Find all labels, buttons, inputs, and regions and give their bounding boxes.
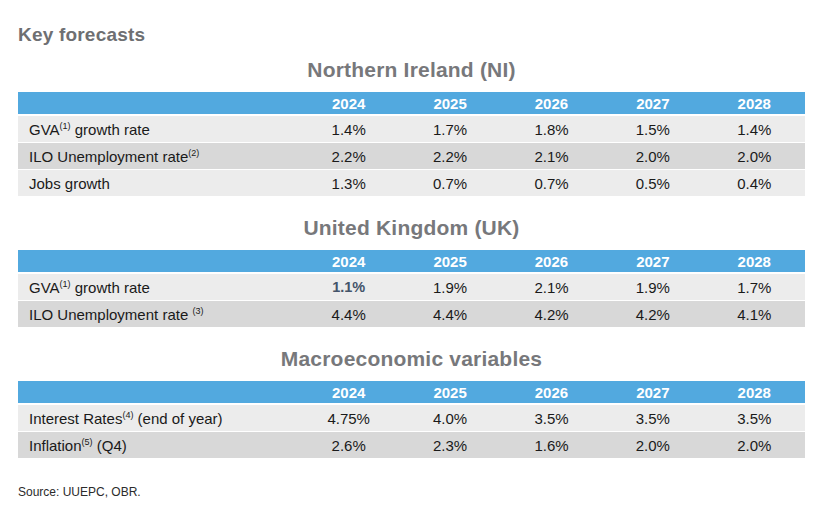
footnote-marker: (1) (60, 279, 71, 289)
value-cell: 2.6% (298, 432, 399, 459)
year-header-cell: 2026 (501, 250, 602, 273)
value-cell: 2.2% (298, 143, 399, 170)
section-title-uk: United Kingdom (UK) (18, 216, 805, 240)
value-cell: 2.0% (704, 432, 805, 459)
section-northern-ireland: Northern Ireland (NI) 2024 2025 2026 202… (18, 58, 805, 197)
value-cell: 1.3% (298, 170, 399, 197)
table-row-uk-gva: GVA(1) growth rate 1.1% 1.9% 2.1% 1.9% 1… (18, 273, 805, 301)
year-header-cell: 2025 (399, 92, 500, 115)
page-title: Key forecasts (18, 24, 805, 46)
empty-header-cell (18, 250, 298, 273)
value-cell: 3.5% (501, 404, 602, 432)
section-united-kingdom: United Kingdom (UK) 2024 2025 2026 2027 … (18, 216, 805, 328)
value-cell: 2.2% (399, 143, 500, 170)
year-header-cell: 2027 (602, 250, 703, 273)
table-row-ni-unemployment: ILO Unemployment rate(2) 2.2% 2.2% 2.1% … (18, 143, 805, 170)
year-header-cell: 2027 (602, 92, 703, 115)
footnote-marker: (1) (60, 121, 71, 131)
section-title-macro: Macroeconomic variables (18, 347, 805, 371)
table-row-inflation: Inflation(5) (Q4) 2.6% 2.3% 1.6% 2.0% 2.… (18, 432, 805, 459)
value-cell: 3.5% (704, 404, 805, 432)
year-header-cell: 2025 (399, 250, 500, 273)
section-title-ni: Northern Ireland (NI) (18, 58, 805, 82)
row-label: GVA(1) growth rate (18, 115, 298, 143)
value-cell: 4.1% (704, 301, 805, 328)
footnote-marker: (4) (122, 410, 133, 420)
value-cell: 3.5% (602, 404, 703, 432)
table-northern-ireland: 2024 2025 2026 2027 2028 GVA(1) growth r… (18, 92, 805, 197)
row-label: ILO Unemployment rate(2) (18, 143, 298, 170)
row-label: Jobs growth (18, 170, 298, 197)
year-header-cell: 2025 (399, 381, 500, 404)
value-cell: 2.0% (602, 143, 703, 170)
value-cell: 1.9% (602, 273, 703, 301)
table-row-uk-unemployment: ILO Unemployment rate (3) 4.4% 4.4% 4.2%… (18, 301, 805, 328)
year-header-row: 2024 2025 2026 2027 2028 (18, 250, 805, 273)
value-cell: 0.7% (501, 170, 602, 197)
section-macroeconomic: Macroeconomic variables 2024 2025 2026 2… (18, 347, 805, 459)
value-cell: 2.0% (704, 143, 805, 170)
value-cell: 4.4% (298, 301, 399, 328)
row-label: Interest Rates(4) (end of year) (18, 404, 298, 432)
year-header-row: 2024 2025 2026 2027 2028 (18, 92, 805, 115)
report-page: Key forecasts Northern Ireland (NI) 2024… (0, 0, 828, 526)
table-united-kingdom: 2024 2025 2026 2027 2028 GVA(1) growth r… (18, 250, 805, 328)
footnote-marker: (3) (192, 306, 203, 316)
row-label: ILO Unemployment rate (3) (18, 301, 298, 328)
row-label: Inflation(5) (Q4) (18, 432, 298, 459)
table-row-ni-jobs: Jobs growth 1.3% 0.7% 0.7% 0.5% 0.4% (18, 170, 805, 197)
value-cell: 4.2% (602, 301, 703, 328)
year-header-cell: 2028 (704, 250, 805, 273)
year-header-cell: 2027 (602, 381, 703, 404)
value-cell: 4.4% (399, 301, 500, 328)
value-cell: 2.0% (602, 432, 703, 459)
value-cell: 1.7% (704, 273, 805, 301)
value-cell: 1.5% (602, 115, 703, 143)
footnote-marker: (2) (188, 148, 199, 158)
value-cell-highlighted: 1.1% (298, 273, 399, 301)
year-header-cell: 2028 (704, 92, 805, 115)
value-cell: 2.1% (501, 143, 602, 170)
value-cell: 1.4% (298, 115, 399, 143)
year-header-cell: 2026 (501, 92, 602, 115)
value-cell: 1.9% (399, 273, 500, 301)
value-cell: 4.75% (298, 404, 399, 432)
empty-header-cell (18, 92, 298, 115)
value-cell: 0.7% (399, 170, 500, 197)
year-header-cell: 2024 (298, 250, 399, 273)
empty-header-cell (18, 381, 298, 404)
value-cell: 1.8% (501, 115, 602, 143)
value-cell: 2.3% (399, 432, 500, 459)
value-cell: 2.1% (501, 273, 602, 301)
footnote-marker: (5) (82, 437, 93, 447)
source-note: Source: UUEPC, OBR. (18, 485, 805, 499)
table-macroeconomic: 2024 2025 2026 2027 2028 Interest Rates(… (18, 381, 805, 459)
year-header-row: 2024 2025 2026 2027 2028 (18, 381, 805, 404)
value-cell: 0.5% (602, 170, 703, 197)
value-cell: 1.7% (399, 115, 500, 143)
table-row-ni-gva: GVA(1) growth rate 1.4% 1.7% 1.8% 1.5% 1… (18, 115, 805, 143)
value-cell: 1.4% (704, 115, 805, 143)
year-header-cell: 2028 (704, 381, 805, 404)
year-header-cell: 2024 (298, 92, 399, 115)
year-header-cell: 2026 (501, 381, 602, 404)
value-cell: 4.0% (399, 404, 500, 432)
value-cell: 0.4% (704, 170, 805, 197)
row-label: GVA(1) growth rate (18, 273, 298, 301)
table-row-interest-rates: Interest Rates(4) (end of year) 4.75% 4.… (18, 404, 805, 432)
value-cell: 1.6% (501, 432, 602, 459)
value-cell: 4.2% (501, 301, 602, 328)
year-header-cell: 2024 (298, 381, 399, 404)
